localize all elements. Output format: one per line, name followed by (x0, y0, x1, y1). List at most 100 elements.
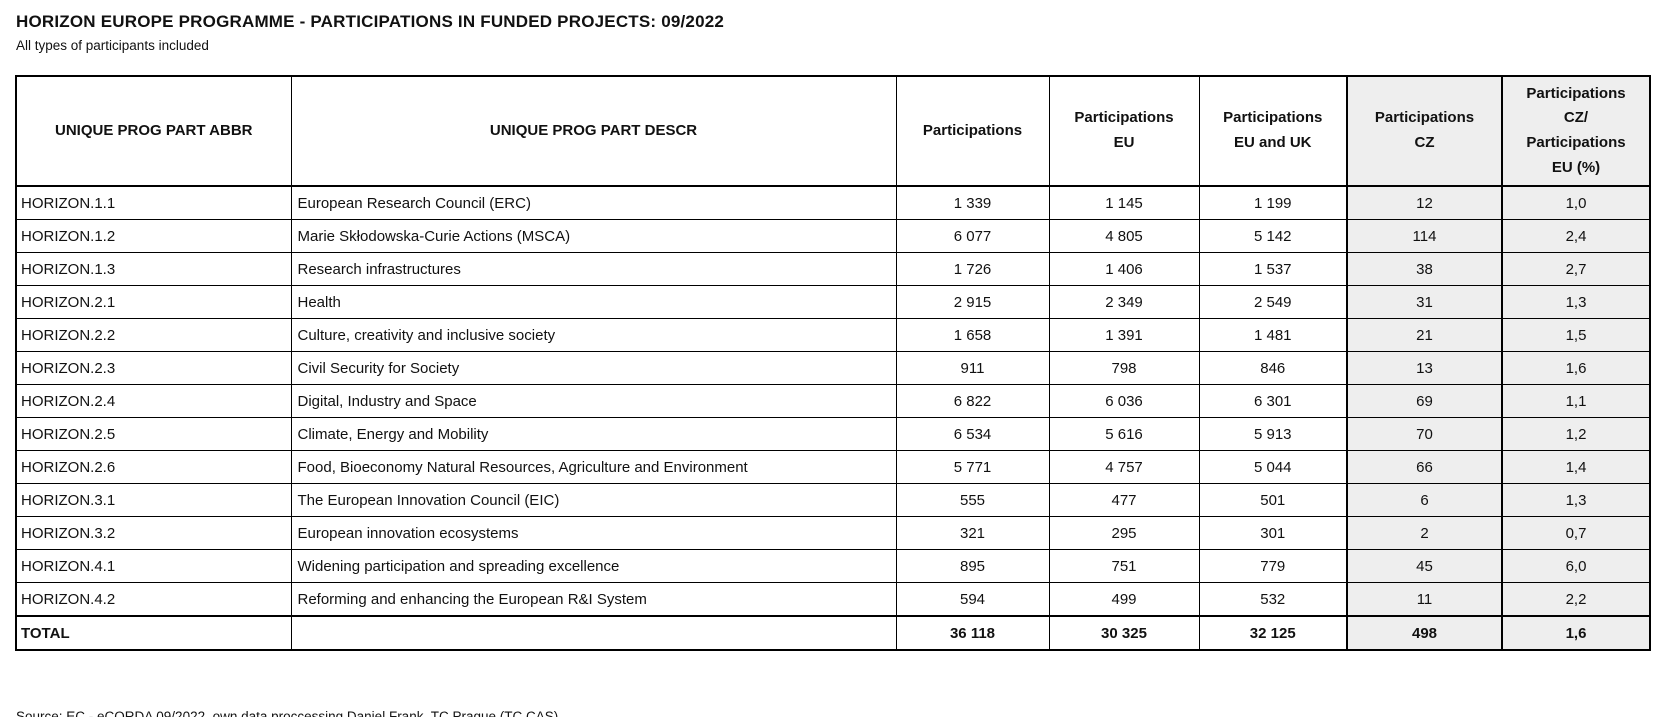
cell-abbr: HORIZON.2.5 (15, 417, 292, 451)
cell-participations-eu: 499 (1048, 582, 1200, 617)
cell-participations-eu: 1 391 (1048, 318, 1200, 352)
cell-participations-cz: 66 (1346, 450, 1503, 484)
cell-participations: 2 915 (895, 285, 1050, 319)
cell-descr: Health (290, 285, 897, 319)
total-cz-eu-pct: 1,6 (1501, 615, 1651, 651)
total-participations-eu: 30 325 (1048, 615, 1200, 651)
cell-participations: 555 (895, 483, 1050, 517)
cell-participations: 911 (895, 351, 1050, 385)
cell-participations-eu-uk: 846 (1198, 351, 1348, 385)
cell-cz-eu-pct: 1,5 (1501, 318, 1651, 352)
cell-participations-cz: 11 (1346, 582, 1503, 617)
cell-participations-cz: 13 (1346, 351, 1503, 385)
table-row: HORIZON.4.2 Reforming and enhancing the … (15, 582, 1651, 617)
cell-cz-eu-pct: 1,1 (1501, 384, 1651, 418)
cell-participations-eu-uk: 779 (1198, 549, 1348, 583)
total-participations-eu-uk: 32 125 (1198, 615, 1348, 651)
cell-participations-eu: 751 (1048, 549, 1200, 583)
table-row: HORIZON.2.6 Food, Bioeconomy Natural Res… (15, 450, 1651, 484)
cell-cz-eu-pct: 1,2 (1501, 417, 1651, 451)
total-row: TOTAL 36 118 30 325 32 125 498 1,6 (15, 615, 1651, 651)
cell-abbr: HORIZON.1.3 (15, 252, 292, 286)
participations-table: UNIQUE PROG PART ABBR UNIQUE PROG PART D… (15, 75, 1651, 651)
cell-cz-eu-pct: 1,3 (1501, 483, 1651, 517)
table-row: HORIZON.2.5 Climate, Energy and Mobility… (15, 417, 1651, 451)
cell-participations-eu-uk: 2 549 (1198, 285, 1348, 319)
cell-descr: Digital, Industry and Space (290, 384, 897, 418)
cell-participations-eu: 5 616 (1048, 417, 1200, 451)
cell-abbr: HORIZON.2.2 (15, 318, 292, 352)
cell-abbr: HORIZON.3.1 (15, 483, 292, 517)
cell-participations-cz: 70 (1346, 417, 1503, 451)
total-descr (290, 615, 897, 651)
column-header-participations-cz: Participations CZ (1346, 75, 1503, 187)
cell-participations-eu-uk: 301 (1198, 516, 1348, 550)
column-header-participations-eu-uk: Participations EU and UK (1198, 75, 1348, 187)
table-row: HORIZON.2.2 Culture, creativity and incl… (15, 318, 1651, 352)
page-title: HORIZON EUROPE PROGRAMME - PARTICIPATION… (16, 12, 725, 31)
cell-participations-eu-uk: 5 913 (1198, 417, 1348, 451)
cell-descr: European innovation ecosystems (290, 516, 897, 550)
cell-participations-eu-uk: 5 142 (1198, 219, 1348, 253)
cell-participations: 6 822 (895, 384, 1050, 418)
cell-participations: 6 077 (895, 219, 1050, 253)
cell-participations-cz: 114 (1346, 219, 1503, 253)
table-row: HORIZON.2.3 Civil Security for Society 9… (15, 351, 1651, 385)
table-row: HORIZON.1.3 Research infrastructures 1 7… (15, 252, 1651, 286)
cell-participations-eu: 4 757 (1048, 450, 1200, 484)
cell-participations: 1 658 (895, 318, 1050, 352)
cell-descr: Food, Bioeconomy Natural Resources, Agri… (290, 450, 897, 484)
cell-participations-eu-uk: 1 537 (1198, 252, 1348, 286)
cell-participations-cz: 21 (1346, 318, 1503, 352)
cell-participations-eu-uk: 532 (1198, 582, 1348, 617)
total-participations: 36 118 (895, 615, 1050, 651)
cell-participations: 321 (895, 516, 1050, 550)
cell-abbr: HORIZON.2.6 (15, 450, 292, 484)
cell-participations-eu: 6 036 (1048, 384, 1200, 418)
total-participations-cz: 498 (1346, 615, 1503, 651)
table-row: HORIZON.1.2 Marie Skłodowska-Curie Actio… (15, 219, 1651, 253)
cell-descr: European Research Council (ERC) (290, 185, 897, 220)
cell-abbr: HORIZON.4.2 (15, 582, 292, 617)
cell-descr: Widening participation and spreading exc… (290, 549, 897, 583)
cell-descr: Civil Security for Society (290, 351, 897, 385)
cell-cz-eu-pct: 6,0 (1501, 549, 1651, 583)
cell-abbr: HORIZON.1.2 (15, 219, 292, 253)
table-row: HORIZON.4.1 Widening participation and s… (15, 549, 1651, 583)
cell-participations-eu-uk: 6 301 (1198, 384, 1348, 418)
cell-participations-eu: 1 145 (1048, 185, 1200, 220)
cell-participations-cz: 2 (1346, 516, 1503, 550)
column-header-cz-eu-pct: Participations CZ/ Participations EU (%) (1501, 75, 1651, 187)
cell-abbr: HORIZON.2.1 (15, 285, 292, 319)
cell-participations-eu-uk: 1 199 (1198, 185, 1348, 220)
cell-participations-cz: 12 (1346, 185, 1503, 220)
column-header-abbr: UNIQUE PROG PART ABBR (15, 75, 292, 187)
cell-cz-eu-pct: 1,6 (1501, 351, 1651, 385)
cell-participations: 6 534 (895, 417, 1050, 451)
cell-participations-eu: 4 805 (1048, 219, 1200, 253)
cell-cz-eu-pct: 1,0 (1501, 185, 1651, 220)
cell-participations: 1 339 (895, 185, 1050, 220)
cell-participations: 1 726 (895, 252, 1050, 286)
total-label: TOTAL (15, 615, 292, 651)
column-header-participations-eu: Participations EU (1048, 75, 1200, 187)
table-row: HORIZON.3.1 The European Innovation Coun… (15, 483, 1651, 517)
cell-participations: 594 (895, 582, 1050, 617)
cell-descr: Research infrastructures (290, 252, 897, 286)
cell-participations-eu-uk: 501 (1198, 483, 1348, 517)
column-header-descr: UNIQUE PROG PART DESCR (290, 75, 897, 187)
table-row: HORIZON.3.2 European innovation ecosyste… (15, 516, 1651, 550)
cell-participations-cz: 45 (1346, 549, 1503, 583)
cell-descr: Culture, creativity and inclusive societ… (290, 318, 897, 352)
cell-participations: 895 (895, 549, 1050, 583)
cell-participations-cz: 31 (1346, 285, 1503, 319)
table-row: HORIZON.1.1 European Research Council (E… (15, 185, 1651, 220)
cell-participations-eu: 798 (1048, 351, 1200, 385)
table-row: HORIZON.2.1 Health 2 915 2 349 2 549 31 … (15, 285, 1651, 319)
cell-descr: Climate, Energy and Mobility (290, 417, 897, 451)
cell-abbr: HORIZON.2.3 (15, 351, 292, 385)
cell-participations-eu: 477 (1048, 483, 1200, 517)
header-row: UNIQUE PROG PART ABBR UNIQUE PROG PART D… (15, 75, 1651, 187)
cell-participations-cz: 38 (1346, 252, 1503, 286)
